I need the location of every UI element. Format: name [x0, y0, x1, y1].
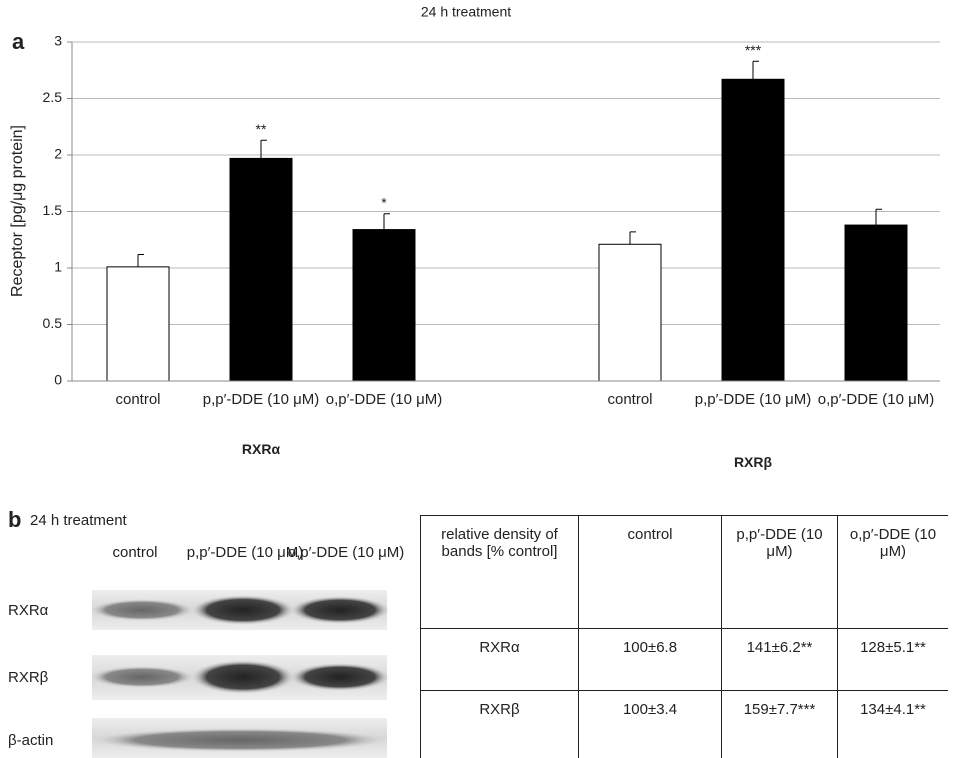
panel-label: b — [8, 507, 21, 533]
band — [90, 599, 194, 621]
x-tick-label: p,p′-DDE (10 μM) — [688, 390, 818, 409]
bar — [599, 244, 661, 381]
bar — [230, 158, 292, 381]
significance-label: ** — [256, 121, 267, 137]
x-tick-label: control — [565, 390, 695, 409]
error-bar — [753, 61, 759, 79]
blot-strip — [92, 590, 387, 630]
band — [290, 663, 390, 691]
band — [290, 596, 390, 624]
header-cell: p,p′-DDE (10 μM) — [722, 516, 838, 629]
y-tick-label: 3 — [54, 33, 62, 49]
error-bar — [261, 140, 267, 158]
bar — [107, 267, 169, 381]
row-label: β-actin — [8, 732, 53, 749]
blot-strip — [92, 655, 387, 700]
panel-label: a — [12, 29, 25, 54]
bar — [845, 225, 907, 381]
blot-title: 24 h treatment — [30, 512, 127, 529]
row-cell: 100±3.4 — [579, 691, 722, 758]
blot-strip — [92, 718, 387, 758]
bar — [722, 79, 784, 381]
group-label: RXRβ — [688, 453, 818, 472]
group-label: RXRα — [196, 440, 326, 459]
error-bar — [630, 232, 636, 244]
bar — [353, 230, 415, 381]
figure: 24 h treatment a Receptor [pg/μg protein… — [0, 0, 957, 758]
band — [90, 666, 194, 688]
row-label: RXRβ — [8, 669, 48, 686]
band — [191, 660, 295, 694]
y-tick-label: 2 — [54, 146, 62, 162]
y-tick-label: 1 — [54, 259, 62, 275]
row-cell: 159±7.7*** — [722, 691, 838, 758]
error-bar — [384, 214, 390, 230]
y-tick-label: 2.5 — [43, 89, 63, 105]
x-tick-label: p,p′-DDE (10 μM) — [196, 390, 326, 409]
band — [191, 595, 295, 625]
header-cell: relative density of bands [% control] — [421, 516, 579, 629]
density-table: relative density of bands [% control] co… — [420, 515, 948, 758]
row-cell: RXRβ — [421, 691, 579, 758]
x-tick-label: o,p′-DDE (10 μM) — [319, 390, 449, 409]
y-tick-label: 1.5 — [43, 202, 63, 218]
significance-label: * — [381, 194, 387, 210]
header-cell: o,p′-DDE (10 μM) — [838, 516, 949, 629]
row-cell: 134±4.1** — [838, 691, 949, 758]
lane-label: o,p′-DDE (10 μM) — [286, 543, 406, 562]
x-tick-label: o,p′-DDE (10 μM) — [811, 390, 941, 409]
row-label: RXRα — [8, 602, 48, 619]
chart: 24 h treatment a Receptor [pg/μg protein… — [0, 0, 957, 500]
significance-label: *** — [745, 42, 762, 58]
error-bar — [138, 254, 144, 266]
y-axis-label: Receptor [pg/μg protein] — [9, 125, 26, 297]
band — [90, 728, 390, 752]
chart-title: 24 h treatment — [421, 4, 511, 20]
lane-label: control — [75, 543, 195, 562]
x-tick-label: control — [73, 390, 203, 409]
row-cell: 128±5.1** — [838, 629, 949, 691]
row-cell: 100±6.8 — [579, 629, 722, 691]
y-tick-label: 0 — [54, 372, 62, 388]
row-cell: RXRα — [421, 629, 579, 691]
y-tick-label: 0.5 — [43, 315, 63, 331]
header-cell: control — [579, 516, 722, 629]
row-cell: 141±6.2** — [722, 629, 838, 691]
